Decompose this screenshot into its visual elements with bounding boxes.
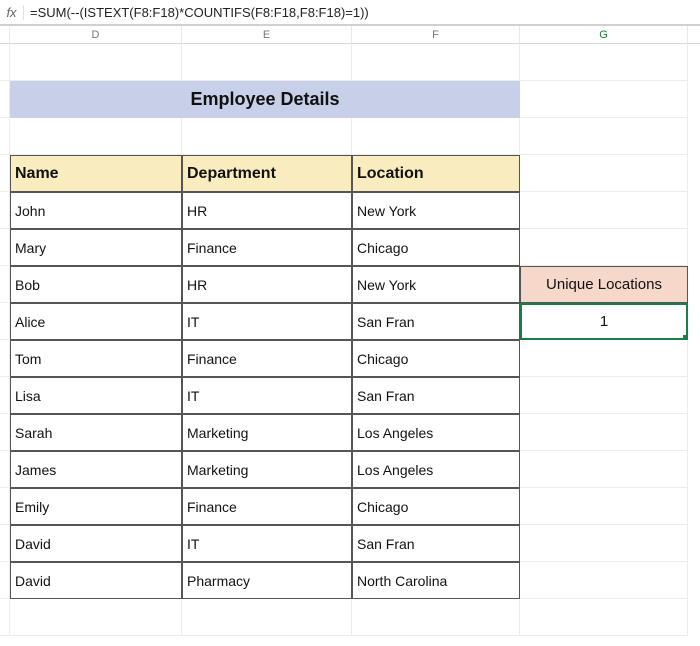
- table-cell-department[interactable]: HR: [182, 266, 352, 303]
- gutter: [0, 414, 10, 451]
- table-cell-department[interactable]: Finance: [182, 340, 352, 377]
- table-cell-name[interactable]: Sarah: [10, 414, 182, 451]
- cell[interactable]: [520, 377, 688, 414]
- gutter: [0, 192, 10, 229]
- gutter: [0, 303, 10, 340]
- cell[interactable]: [10, 118, 182, 155]
- cell[interactable]: [520, 562, 688, 599]
- column-headers: D E F G: [0, 26, 700, 44]
- cell[interactable]: [520, 599, 688, 636]
- grid[interactable]: Employee Details Name Department Locatio…: [0, 44, 700, 636]
- title-banner[interactable]: Employee Details: [10, 81, 520, 118]
- table-cell-department[interactable]: IT: [182, 377, 352, 414]
- table-cell-name[interactable]: John: [10, 192, 182, 229]
- table-cell-location[interactable]: San Fran: [352, 377, 520, 414]
- col-header-e[interactable]: E: [182, 26, 352, 44]
- cell[interactable]: [182, 118, 352, 155]
- gutter: [0, 488, 10, 525]
- table-cell-department[interactable]: Marketing: [182, 414, 352, 451]
- gutter: [0, 266, 10, 303]
- fx-icon: fx: [0, 5, 24, 20]
- table-cell-location[interactable]: New York: [352, 266, 520, 303]
- cell[interactable]: [520, 340, 688, 377]
- col-header-gutter: [0, 26, 10, 44]
- gutter: [0, 451, 10, 488]
- table-cell-name[interactable]: Bob: [10, 266, 182, 303]
- table-cell-location[interactable]: Los Angeles: [352, 414, 520, 451]
- cell[interactable]: [520, 81, 688, 118]
- gutter: [0, 118, 10, 155]
- cell[interactable]: [520, 229, 688, 266]
- cell[interactable]: [520, 525, 688, 562]
- cell[interactable]: [520, 44, 688, 81]
- table-cell-department[interactable]: Finance: [182, 229, 352, 266]
- table-cell-location[interactable]: Los Angeles: [352, 451, 520, 488]
- table-cell-name[interactable]: Tom: [10, 340, 182, 377]
- table-header-name[interactable]: Name: [10, 155, 182, 192]
- gutter: [0, 229, 10, 266]
- table-cell-location[interactable]: North Carolina: [352, 562, 520, 599]
- table-cell-location[interactable]: San Fran: [352, 525, 520, 562]
- table-cell-location[interactable]: New York: [352, 192, 520, 229]
- cell[interactable]: [352, 599, 520, 636]
- table-cell-department[interactable]: Finance: [182, 488, 352, 525]
- table-cell-location[interactable]: Chicago: [352, 488, 520, 525]
- cell[interactable]: [10, 599, 182, 636]
- table-header-location[interactable]: Location: [352, 155, 520, 192]
- unique-locations-value[interactable]: 1: [520, 303, 688, 340]
- gutter: [0, 525, 10, 562]
- unique-locations-header[interactable]: Unique Locations: [520, 266, 688, 303]
- cell[interactable]: [182, 599, 352, 636]
- gutter: [0, 81, 10, 118]
- cell[interactable]: [520, 414, 688, 451]
- table-cell-name[interactable]: Emily: [10, 488, 182, 525]
- table-cell-location[interactable]: San Fran: [352, 303, 520, 340]
- cell[interactable]: [520, 155, 688, 192]
- cell[interactable]: [182, 44, 352, 81]
- gutter: [0, 155, 10, 192]
- col-header-d[interactable]: D: [10, 26, 182, 44]
- gutter: [0, 340, 10, 377]
- cell[interactable]: [520, 118, 688, 155]
- table-cell-name[interactable]: Lisa: [10, 377, 182, 414]
- table-cell-name[interactable]: David: [10, 562, 182, 599]
- table-cell-department[interactable]: Marketing: [182, 451, 352, 488]
- table-header-department[interactable]: Department: [182, 155, 352, 192]
- col-header-f[interactable]: F: [352, 26, 520, 44]
- table-cell-location[interactable]: Chicago: [352, 340, 520, 377]
- gutter: [0, 44, 10, 81]
- cell[interactable]: [520, 451, 688, 488]
- cell[interactable]: [352, 118, 520, 155]
- table-cell-name[interactable]: Alice: [10, 303, 182, 340]
- table-cell-department[interactable]: Pharmacy: [182, 562, 352, 599]
- table-cell-name[interactable]: Mary: [10, 229, 182, 266]
- gutter: [0, 562, 10, 599]
- formula-bar: fx: [0, 0, 700, 26]
- cell[interactable]: [352, 44, 520, 81]
- formula-input[interactable]: [24, 5, 700, 20]
- cell[interactable]: [10, 44, 182, 81]
- table-cell-department[interactable]: IT: [182, 525, 352, 562]
- spreadsheet: D E F G Employee Details Name Department…: [0, 26, 700, 636]
- table-cell-name[interactable]: James: [10, 451, 182, 488]
- table-cell-name[interactable]: David: [10, 525, 182, 562]
- gutter: [0, 599, 10, 636]
- cell[interactable]: [520, 488, 688, 525]
- table-cell-location[interactable]: Chicago: [352, 229, 520, 266]
- col-header-g[interactable]: G: [520, 26, 688, 44]
- cell[interactable]: [520, 192, 688, 229]
- table-cell-department[interactable]: IT: [182, 303, 352, 340]
- gutter: [0, 377, 10, 414]
- table-cell-department[interactable]: HR: [182, 192, 352, 229]
